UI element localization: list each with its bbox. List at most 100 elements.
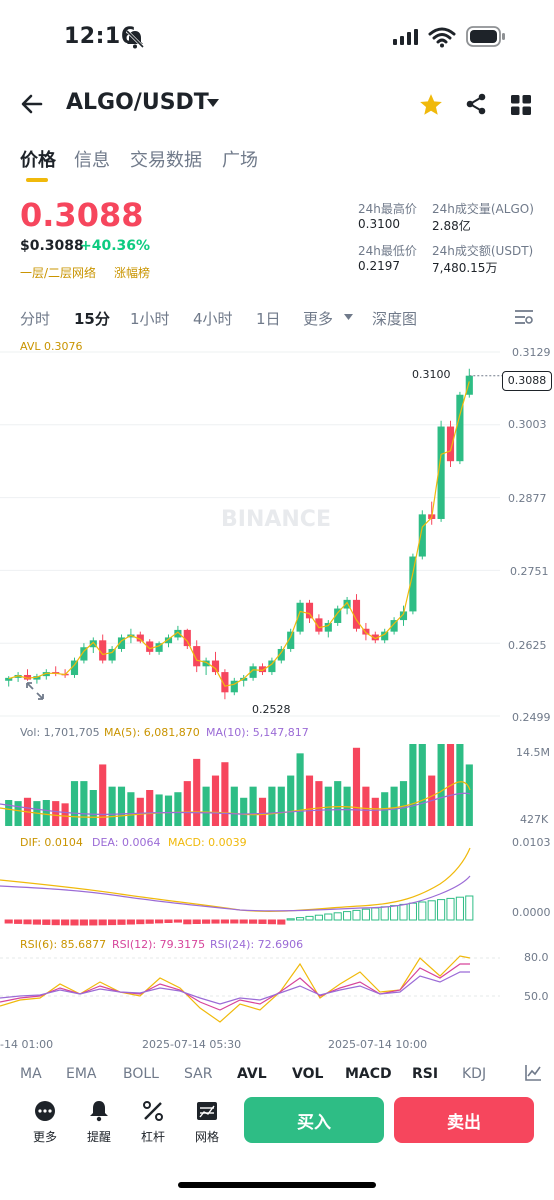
candle-body <box>70 660 79 675</box>
more-label[interactable]: 更多 <box>32 1130 57 1144</box>
indicator-ema[interactable]: EMA <box>66 1066 97 1082</box>
tab-price[interactable]: 价格 <box>20 150 56 171</box>
macd-bar <box>61 919 70 926</box>
interval-depth[interactable]: 深度图 <box>372 310 418 328</box>
usd-price: $0.3088 <box>20 238 84 254</box>
macd-bar <box>32 919 41 925</box>
grid-layout-icon[interactable] <box>510 94 532 116</box>
macd-bar <box>305 915 314 921</box>
interval-line[interactable]: 分时 <box>20 310 51 328</box>
macd-bar <box>192 919 201 924</box>
candle-body <box>42 672 50 677</box>
macd-bar <box>267 919 276 925</box>
leverage-label[interactable]: 杠杆 <box>140 1130 165 1144</box>
more-icon[interactable] <box>34 1100 56 1122</box>
indicator-kdj[interactable]: KDJ <box>462 1066 487 1082</box>
rsi6-line <box>0 955 471 1023</box>
tab-square[interactable]: 广场 <box>222 150 258 171</box>
macd-label: MACD: 0.0039 <box>168 836 247 849</box>
candle-body <box>146 641 154 652</box>
sell-button[interactable]: 卖出 <box>394 1097 534 1143</box>
candlestick-chart[interactable]: BINANCE <box>0 336 554 726</box>
macd-bar <box>343 911 352 921</box>
interval-more[interactable]: 更多 <box>303 310 334 328</box>
caret-down-icon[interactable] <box>343 313 354 321</box>
volume-bar <box>230 786 238 826</box>
time-axis-tick: 2025-07-14 05:30 <box>142 1038 242 1051</box>
dif-line <box>0 847 471 912</box>
interval-1d[interactable]: 1日 <box>256 310 281 328</box>
macd-bar <box>155 919 164 924</box>
low-marker: 0.2528 <box>252 703 291 716</box>
vol-axis-bottom: 427K <box>520 813 549 826</box>
candle-body <box>409 556 417 612</box>
volume-bar <box>146 790 154 826</box>
macd-bar <box>455 896 464 921</box>
candle-body <box>108 648 116 661</box>
macd-bar <box>51 919 60 926</box>
indicator-settings-icon[interactable] <box>524 1064 542 1082</box>
leverage-icon[interactable] <box>142 1100 164 1122</box>
chart-settings-icon[interactable] <box>514 308 534 326</box>
macd-bar <box>136 919 145 925</box>
macd-bar <box>108 919 117 926</box>
macd-bar <box>79 919 88 926</box>
alert-label[interactable]: 提醒 <box>86 1130 111 1144</box>
candle-body <box>117 637 126 649</box>
volume-bar <box>202 786 210 826</box>
vol-algo-value: 2.88亿 <box>432 219 471 233</box>
volume-bar <box>305 775 314 826</box>
dea-label: DEA: 0.0064 <box>92 836 161 849</box>
grid-trading-label[interactable]: 网格 <box>194 1130 219 1144</box>
tab-info[interactable]: 信息 <box>74 150 110 171</box>
indicator-sar[interactable]: SAR <box>184 1066 213 1082</box>
home-indicator <box>178 1182 376 1188</box>
interval-15m[interactable]: 15分 <box>74 310 110 328</box>
pair-title[interactable]: ALGO/USDT <box>66 90 209 115</box>
volume-bar <box>362 786 370 826</box>
volume-bar <box>240 797 248 826</box>
candle-body <box>296 602 304 632</box>
interval-4h[interactable]: 4小时 <box>193 310 233 328</box>
indicator-vol[interactable]: VOL <box>292 1066 324 1082</box>
battery-icon <box>466 26 505 47</box>
volume-bar <box>324 786 332 826</box>
volume-bar <box>14 801 22 826</box>
price-change: +40.36% <box>80 238 151 254</box>
macd-bar <box>126 919 135 925</box>
rank-tag[interactable]: 涨幅榜 <box>114 266 151 280</box>
category-tag[interactable]: 一层/二层网络 <box>20 266 97 280</box>
volume-bar <box>5 800 13 826</box>
macd-axis-bottom: 0.0000 <box>512 906 551 919</box>
caret-down-icon[interactable] <box>206 98 220 108</box>
candle-body <box>418 514 426 557</box>
indicator-rsi[interactable]: RSI <box>412 1066 439 1082</box>
volume-bar <box>390 786 398 826</box>
indicator-macd[interactable]: MACD <box>345 1066 392 1082</box>
volume-bar <box>117 786 126 826</box>
volume-chart <box>0 744 473 826</box>
star-favorite-icon[interactable] <box>418 92 444 118</box>
vol-ma5-label: MA(5): 6,081,870 <box>104 726 200 739</box>
share-icon[interactable] <box>464 92 488 116</box>
grid-trading-icon[interactable] <box>196 1100 218 1122</box>
rsi24-label: RSI(24): 72.6906 <box>210 938 304 951</box>
candle-body <box>381 631 389 641</box>
indicator-ma[interactable]: MA <box>20 1066 42 1082</box>
candle-body <box>277 648 285 661</box>
interval-1h[interactable]: 1小时 <box>130 310 170 328</box>
indicator-boll[interactable]: BOLL <box>123 1066 159 1082</box>
candle-body <box>268 660 276 673</box>
back-arrow-icon[interactable] <box>20 92 44 116</box>
volume-bar <box>371 797 379 826</box>
fullscreen-icon[interactable] <box>24 680 46 702</box>
avl-line <box>8 381 470 687</box>
macd-bar <box>239 919 248 924</box>
macd-bar <box>427 900 436 921</box>
indicator-avl[interactable]: AVL <box>237 1066 267 1082</box>
current-price-tag[interactable]: 0.3088 <box>502 371 552 391</box>
tab-trading-data[interactable]: 交易数据 <box>130 150 202 171</box>
buy-button[interactable]: 买入 <box>244 1097 384 1143</box>
high-marker: 0.3100 <box>412 368 451 381</box>
alert-bell-icon[interactable] <box>88 1099 110 1123</box>
